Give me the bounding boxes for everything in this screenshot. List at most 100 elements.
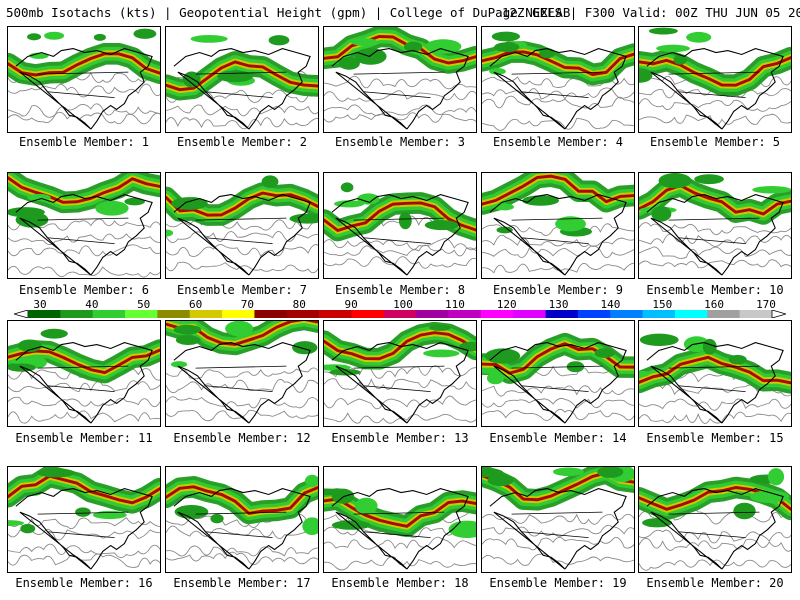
isotach-patch [166,229,174,237]
colorbar-swatch [319,310,352,318]
coastline-outline [489,342,627,424]
ensemble-member-map-14 [481,320,635,427]
ensemble-member-label: Ensemble Member: 2 [176,135,308,149]
coastline-outline [646,342,784,424]
isotach-patch [133,28,157,39]
isotach-patch [429,324,451,331]
coastline-outline [331,488,469,570]
isotach-patch [424,220,459,231]
height-contour [8,516,160,530]
country-border [668,511,760,539]
coastline-outline [15,342,153,424]
isotach-patch [733,502,756,520]
isotach-patch [225,321,254,337]
ensemble-member-map-17 [165,466,319,573]
colorbar-swatch [642,310,676,318]
ensemble-member-map-20 [638,466,792,573]
isotach-patch [124,197,145,206]
isotach-patch [357,193,380,205]
isotach-patch [485,348,521,364]
coastline-outline [173,488,311,570]
ensemble-member-label: Ensemble Member: 7 [176,283,308,297]
height-contour [482,385,634,397]
country-border [668,71,760,99]
colorbar-swatch [157,310,191,318]
isotach-patch [44,31,65,40]
country-border [353,365,445,393]
isotach-patch [350,38,378,46]
ensemble-member-label: Ensemble Member: 4 [492,135,624,149]
isotach-patch [331,520,371,530]
country-border [37,365,129,393]
isotach-patch [170,361,188,368]
isotach-patch [338,56,360,70]
height-contour [166,525,318,540]
ensemble-member-label: Ensemble Member: 16 [15,576,153,590]
country-border [353,217,445,245]
isotach-patch [398,211,412,230]
height-contour [166,409,318,422]
isotach-patch [639,333,679,347]
coastline-outline [646,194,784,276]
height-contour [324,256,476,269]
isotach-patch [767,468,785,486]
coastline-outline [173,194,311,276]
colorbar-swatch [60,310,93,318]
height-contour [8,265,160,278]
isotach-patch [261,175,279,188]
height-contour [166,551,318,565]
colorbar-swatch [448,310,482,318]
height-contour [8,103,160,118]
isotach-patch [75,507,91,517]
colorbar-swatch [222,310,255,318]
country-border [353,511,445,539]
ensemble-member-map-3 [323,26,477,133]
isotach-patch [656,44,690,53]
height-contour [639,529,791,544]
isotach-patch [8,520,24,526]
coastline-outline [331,194,469,276]
isotach-patch [302,517,318,536]
jet-stream-isotach-band [324,201,476,232]
height-contour [482,408,634,421]
colorbar-swatch [416,310,449,318]
colorbar-swatch [383,310,417,318]
jet-stream-isotach-band [482,50,634,76]
colorbar-tick-label: 120 [496,298,517,311]
isotach-patch [594,348,615,358]
isotach-patch [17,339,42,353]
jet-stream-isotach-band [639,184,791,216]
jet-stream-isotach-band [8,474,160,505]
height-contour [482,95,634,109]
jet-stream-isotach-band [166,485,318,515]
isotach-patch [340,182,354,193]
map-title: 500mb Isotachs (kts) | Geopotential Heig… [6,5,571,20]
isotach-patch [217,70,254,83]
wind-speed-colorbar [14,310,786,318]
isotach-patch [93,33,106,41]
coastline-outline [646,488,784,570]
isotach-patch [15,211,49,228]
height-contour [8,83,160,98]
coastline-outline [15,48,153,130]
colorbar-swatch [286,310,320,318]
country-border [511,365,603,393]
height-contour [639,398,791,411]
height-contour [639,537,791,552]
country-border [195,71,287,99]
height-contour [166,396,318,409]
height-contour [8,543,160,558]
country-border [195,365,287,393]
height-contour [8,233,160,246]
ensemble-member-map-8 [323,172,477,279]
country-border [37,217,129,245]
country-border [353,71,445,99]
isotach-patch [639,370,650,377]
height-contour [8,410,160,424]
jet-stream-isotach-band [639,56,791,87]
isotach-patch [702,338,717,355]
colorbar-tick-label: 30 [33,298,47,311]
ensemble-member-map-7 [165,172,319,279]
colorbar-high-arrow [771,310,786,318]
jet-stream-isotach-band [324,34,476,65]
